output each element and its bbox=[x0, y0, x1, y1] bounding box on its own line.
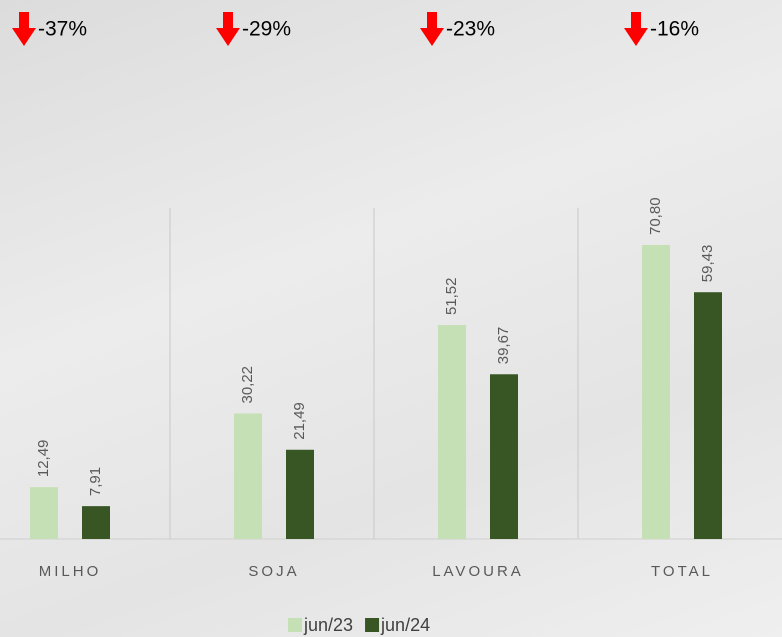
value-label: 7,91 bbox=[87, 467, 104, 496]
bar bbox=[82, 506, 110, 539]
legend-label: jun/23 bbox=[303, 615, 353, 635]
x-tick-label: TOTAL bbox=[651, 563, 713, 580]
annotation: -29% bbox=[242, 18, 291, 41]
value-label: 21,49 bbox=[291, 402, 308, 440]
value-label: 51,52 bbox=[443, 278, 460, 316]
down-arrow bbox=[420, 12, 444, 46]
down-arrow bbox=[624, 12, 648, 46]
x-tick-label: LAVOURA bbox=[432, 563, 524, 580]
value-label: 12,49 bbox=[35, 440, 52, 478]
value-label: 30,22 bbox=[239, 366, 256, 404]
x-tick-label: SOJA bbox=[248, 563, 299, 580]
down-arrow bbox=[216, 12, 240, 46]
chart: MILHO 12,49 7,91 -37% SOJA 30,22 21,49 -29% LAVO… bbox=[0, 0, 782, 637]
bar bbox=[286, 450, 314, 539]
legend-swatch bbox=[288, 618, 302, 632]
legend-label: jun/24 bbox=[380, 615, 430, 635]
value-label: 70,80 bbox=[647, 197, 664, 235]
annotation: -16% bbox=[650, 18, 699, 41]
value-label: 39,67 bbox=[495, 327, 512, 365]
bar bbox=[490, 374, 518, 539]
bar bbox=[30, 487, 58, 539]
bar bbox=[438, 325, 466, 539]
bar bbox=[642, 245, 670, 539]
bar bbox=[694, 292, 722, 539]
x-tick-label: MILHO bbox=[39, 563, 102, 580]
value-label: 59,43 bbox=[699, 245, 716, 283]
legend-swatch bbox=[365, 618, 379, 632]
annotation: -23% bbox=[446, 18, 495, 41]
bar bbox=[234, 414, 262, 539]
down-arrow bbox=[12, 12, 36, 46]
annotation: -37% bbox=[38, 18, 87, 41]
